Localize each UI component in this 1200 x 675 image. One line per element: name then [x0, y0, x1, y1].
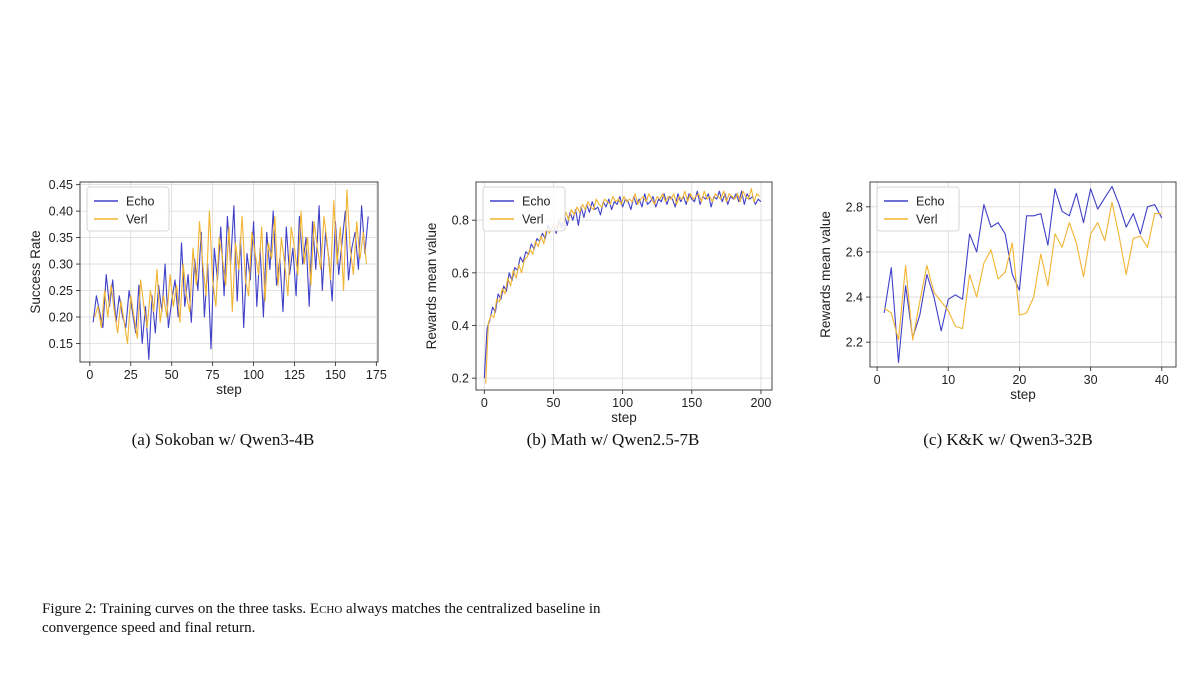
subcaption-c: (c) K&K w/ Qwen3-32B [923, 430, 1093, 449]
y-tick-label: 0.20 [49, 311, 73, 325]
legend-label-echo: Echo [126, 195, 155, 209]
chart-c: 0 10 20 30 40 2.2 2.4 2.6 2.8 step Rewards mean va… [818, 181, 1177, 402]
x-tick-label: 200 [751, 396, 772, 410]
figure-caption-method: Echo [309, 601, 343, 617]
x-tick-label: 150 [325, 368, 346, 382]
legend-box [86, 186, 170, 232]
x-tick-label: 0 [874, 373, 881, 387]
x-tick-label: 75 [206, 368, 220, 382]
legend-label-echo: Echo [916, 195, 945, 209]
y-axis-label: Rewards mean value [424, 223, 439, 350]
x-tick-label: 50 [547, 396, 561, 410]
subcaption-a: (a) Sokoban w/ Qwen3-4B [131, 430, 315, 449]
plot-frame [869, 181, 1177, 368]
y-tick-label: 0.25 [49, 284, 73, 298]
figure-caption: Figure 2: Training curves on the three t… [42, 600, 642, 638]
y-tick-label: 0.30 [49, 258, 73, 272]
x-tick-label: 20 [1012, 373, 1026, 387]
x-tick-label: 10 [941, 373, 955, 387]
series-line-verl [883, 201, 1162, 341]
y-tick-label: 0.6 [452, 266, 469, 280]
y-tick-label: 0.15 [49, 337, 73, 351]
y-tick-label: 0.4 [452, 319, 469, 333]
legend-label-echo: Echo [522, 195, 551, 209]
chart-a: 0 25 50 75 100 125 150 175 0.15 0.20 0.25 0.30 0.35 0… [28, 178, 387, 397]
plot-frame [475, 181, 773, 391]
x-axis-label: step [216, 382, 242, 397]
x-tick-label: 100 [612, 396, 633, 410]
chart-panel-c: 0 10 20 30 40 2.2 2.4 2.6 2.8 step Rewards mean va… [818, 170, 1178, 430]
y-axis-label: Success Rate [28, 230, 43, 313]
x-tick-label: 40 [1155, 373, 1169, 387]
y-tick-label: 2.2 [846, 336, 863, 350]
x-axis-label: step [1010, 387, 1036, 402]
y-tick-label: 2.6 [846, 245, 863, 259]
y-tick-label: 0.35 [49, 231, 73, 245]
x-tick-label: 150 [681, 396, 702, 410]
series-line-verl [94, 189, 368, 345]
y-tick-label: 0.8 [452, 214, 469, 228]
plot-frame [79, 181, 379, 363]
legend-label-verl: Verl [916, 213, 938, 227]
y-tick-label: 0.45 [49, 178, 73, 192]
x-tick-label: 125 [284, 368, 305, 382]
y-tick-label: 2.4 [846, 291, 863, 305]
figure-caption-text: Training curves on the three tasks. [100, 601, 307, 617]
subcaption-b: (b) Math w/ Qwen2.5-7B [526, 430, 700, 449]
legend-label-verl: Verl [126, 213, 148, 227]
figure-label: Figure 2: [42, 601, 97, 617]
chart-panel-a: 0 25 50 75 100 125 150 175 0.15 0.20 0.25 0.30 0.35 0… [28, 170, 388, 430]
x-tick-label: 100 [243, 368, 264, 382]
figure-caption-rest: always matches the centralized baseline … [42, 601, 601, 636]
x-tick-label: 0 [481, 396, 488, 410]
legend: Echo Verl [876, 186, 960, 232]
series-line-verl [485, 188, 760, 384]
x-tick-label: 30 [1084, 373, 1098, 387]
chart-panel-b: 0 50 100 150 200 0.2 0.4 0.6 0.8 step Rewards mean… [424, 170, 784, 430]
y-tick-label: 0.40 [49, 205, 73, 219]
x-axis-label: step [611, 410, 637, 425]
x-tick-label: 175 [366, 368, 387, 382]
series-line-echo [883, 185, 1163, 364]
legend-box [876, 186, 960, 232]
y-tick-label: 0.2 [452, 372, 469, 386]
legend: Echo Verl [86, 186, 170, 232]
legend-label-verl: Verl [522, 213, 544, 227]
y-tick-label: 2.8 [846, 200, 863, 214]
x-tick-label: 0 [86, 368, 93, 382]
legend-box [482, 186, 566, 232]
y-axis-label: Rewards mean value [818, 211, 833, 338]
series-line-echo [483, 190, 762, 379]
chart-b: 0 50 100 150 200 0.2 0.4 0.6 0.8 step Rewards mean… [424, 181, 773, 425]
legend: Echo Verl [482, 186, 566, 232]
x-tick-label: 25 [124, 368, 138, 382]
x-tick-label: 50 [165, 368, 179, 382]
